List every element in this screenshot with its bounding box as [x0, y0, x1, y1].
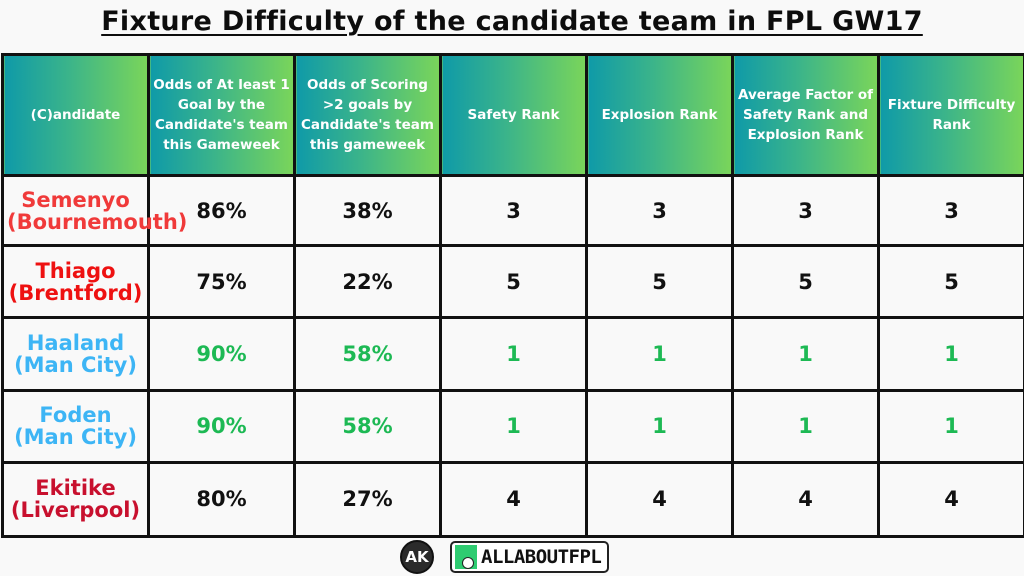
- page-title: Fixture Difficulty of the candidate team…: [101, 6, 923, 37]
- average-factor-cell: 1: [731, 316, 880, 392]
- header-odds-over-2: Odds of Scoring >2 goals by Candidate's …: [293, 53, 442, 177]
- explosion-rank-cell: 3: [585, 173, 734, 248]
- odds-1-goal-cell: 86%: [147, 173, 296, 248]
- table-row: Ekitike (Liverpool) 80% 27% 4 4 4 4: [1, 460, 1024, 539]
- odds-1-goal-cell: 75%: [147, 244, 296, 320]
- player-name: Thiago: [35, 258, 116, 283]
- explosion-rank-cell: 1: [585, 316, 734, 392]
- candidate-cell: Semenyo (Bournemouth): [1, 173, 188, 248]
- fixture-difficulty-rank-cell: 5: [877, 244, 1024, 320]
- ak-logo-icon: AK: [400, 540, 434, 574]
- odds-over-2-cell: 22%: [293, 244, 442, 320]
- header-average-factor: Average Factor of Safety Rank and Explos…: [731, 53, 880, 177]
- odds-1-goal-cell: 90%: [147, 388, 296, 464]
- team-name: (Man City): [14, 425, 137, 450]
- table-row: Foden (Man City) 90% 58% 1 1 1 1: [1, 388, 1024, 464]
- explosion-rank-cell: 5: [585, 244, 734, 320]
- fixture-difficulty-rank-cell: 1: [877, 388, 1024, 464]
- safety-rank-cell: 5: [439, 244, 588, 320]
- fixture-difficulty-table: (C)andidate Odds of At least 1 Goal by t…: [1, 53, 1024, 539]
- player-name: Haaland: [26, 330, 125, 355]
- table-row: Haaland (Man City) 90% 58% 1 1 1 1: [1, 316, 1024, 392]
- header-fixture-difficulty-rank: Fixture Difficulty Rank: [877, 53, 1024, 177]
- team-name: (Bournemouth): [7, 209, 188, 234]
- fixture-difficulty-rank-cell: 4: [877, 460, 1024, 539]
- explosion-rank-cell: 1: [585, 388, 734, 464]
- candidate-cell: Thiago (Brentford): [1, 244, 150, 320]
- safety-rank-cell: 4: [439, 460, 588, 539]
- team-name: (Man City): [14, 352, 137, 377]
- candidate-cell: Foden (Man City): [1, 388, 150, 464]
- header-candidate: (C)andidate: [1, 53, 150, 177]
- header-odds-1-goal: Odds of At least 1 Goal by the Candidate…: [147, 53, 296, 177]
- safety-rank-cell: 1: [439, 388, 588, 464]
- odds-1-goal-cell: 80%: [147, 460, 296, 539]
- odds-over-2-cell: 27%: [293, 460, 442, 539]
- player-name: Semenyo: [21, 187, 130, 212]
- player-name: Ekitike: [35, 476, 116, 501]
- fixture-difficulty-rank-cell: 1: [877, 316, 1024, 392]
- odds-over-2-cell: 38%: [293, 173, 442, 248]
- header-safety-rank: Safety Rank: [439, 53, 588, 177]
- odds-1-goal-cell: 90%: [147, 316, 296, 392]
- football-boot-icon: [455, 545, 477, 569]
- candidate-cell: Ekitike (Liverpool): [1, 460, 150, 539]
- footer-logos: AK ALLABOUTFPL: [400, 539, 610, 575]
- team-name: (Liverpool): [10, 498, 141, 523]
- odds-over-2-cell: 58%: [293, 316, 442, 392]
- header-row: (C)andidate Odds of At least 1 Goal by t…: [1, 53, 1024, 177]
- average-factor-cell: 5: [731, 244, 880, 320]
- brand-name: ALLABOUTFPL: [481, 546, 602, 568]
- explosion-rank-cell: 4: [585, 460, 734, 539]
- player-name: Foden: [39, 403, 112, 428]
- header-explosion-rank: Explosion Rank: [585, 53, 734, 177]
- candidate-cell: Haaland (Man City): [1, 316, 150, 392]
- average-factor-cell: 4: [731, 460, 880, 539]
- table-row: Semenyo (Bournemouth) 86% 38% 3 3 3 3: [1, 173, 1024, 248]
- average-factor-cell: 3: [731, 173, 880, 248]
- average-factor-cell: 1: [731, 388, 880, 464]
- table-row: Thiago (Brentford) 75% 22% 5 5 5 5: [1, 244, 1024, 320]
- fixture-difficulty-rank-cell: 3: [877, 173, 1024, 248]
- safety-rank-cell: 3: [439, 173, 588, 248]
- team-name: (Brentford): [8, 280, 143, 305]
- allaboutfpl-logo: ALLABOUTFPL: [450, 541, 610, 573]
- odds-over-2-cell: 58%: [293, 388, 442, 464]
- safety-rank-cell: 1: [439, 316, 588, 392]
